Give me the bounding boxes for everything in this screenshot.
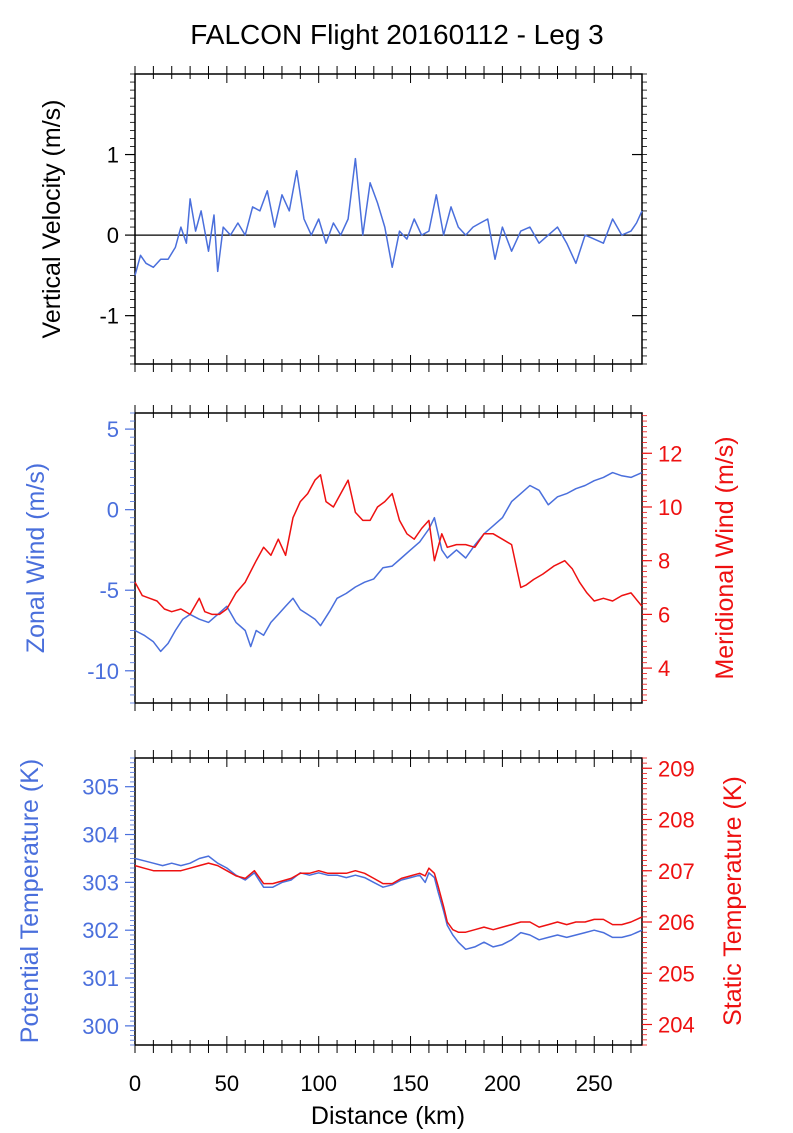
series-line xyxy=(134,862,643,933)
series-group xyxy=(134,471,643,653)
y-tick-label: -1 xyxy=(99,304,119,329)
x-tick-label: 200 xyxy=(484,1071,521,1096)
y-tick-label: 5 xyxy=(107,417,119,442)
y-tick-label: 302 xyxy=(82,918,119,943)
x-tick-label: 250 xyxy=(576,1071,613,1096)
y-tick-label: 204 xyxy=(658,1013,695,1038)
y-axis-label-vertical-velocity: Vertical Velocity (m/s) xyxy=(38,100,66,339)
y-ticks: -10 -5 0 5 4 6 8 10 12 xyxy=(87,412,682,704)
x-tick-label: 50 xyxy=(215,1071,239,1096)
y-axis-label-static-temperature: Static Temperature (K) xyxy=(719,776,747,1026)
series-line xyxy=(134,855,643,951)
y-tick-label: 10 xyxy=(658,495,682,520)
series-group xyxy=(134,855,643,951)
plot-frame xyxy=(134,73,643,365)
plot-frame xyxy=(134,412,643,704)
y-tick-label: 0 xyxy=(107,498,119,523)
series-line xyxy=(134,474,643,616)
y-ticks: 300 301 302 303 304 305 204 205 206 207 208 209 xyxy=(82,756,695,1046)
series-group xyxy=(134,157,643,276)
y-axis-label-zonal-wind: Zonal Wind (m/s) xyxy=(22,463,50,653)
y-tick-label: 8 xyxy=(658,549,670,574)
panel-temperature: 300 301 302 303 304 305 204 205 206 207 208 209 Pot… xyxy=(16,750,747,1053)
y-axis-label-meridional-wind: Meridional Wind (m/s) xyxy=(711,436,739,679)
x-axis-label: Distance (km) xyxy=(311,1102,465,1130)
x-minor-ticks xyxy=(134,66,632,372)
x-tick-label: 0 xyxy=(129,1071,141,1096)
series-line xyxy=(134,157,643,276)
y-tick-label: 208 xyxy=(658,808,695,833)
y-tick-label: 303 xyxy=(82,870,119,895)
y-tick-label: 206 xyxy=(658,910,695,935)
y-tick-label: 205 xyxy=(658,961,695,986)
y-tick-label: 6 xyxy=(658,602,670,627)
figure-title: FALCON Flight 20160112 - Leg 3 xyxy=(190,19,604,50)
y-tick-label: 1 xyxy=(107,143,119,168)
panel-wind: -10 -5 0 5 4 6 8 10 12 Zonal Wind (m/s) Meridion… xyxy=(22,405,739,711)
y-tick-label: 0 xyxy=(107,223,119,248)
y-axis-label-potential-temperature: Potential Temperature (K) xyxy=(16,759,44,1043)
x-minor-ticks xyxy=(134,405,632,711)
x-minor-ticks xyxy=(134,750,632,1053)
x-tick-label: 150 xyxy=(392,1071,429,1096)
y-tick-label: 207 xyxy=(658,859,695,884)
y-tick-label: 4 xyxy=(658,656,670,681)
y-tick-label: 304 xyxy=(82,823,119,848)
y-tick-label: 209 xyxy=(658,756,695,781)
y-tick-label: 12 xyxy=(658,441,682,466)
x-tick-labels: 0 50 100 150 200 250 xyxy=(129,1071,613,1096)
y-ticks: -1 0 1 xyxy=(99,73,647,365)
y-tick-label: 301 xyxy=(82,966,119,991)
x-tick-label: 100 xyxy=(300,1071,337,1096)
y-tick-label: 305 xyxy=(82,775,119,800)
y-tick-label: -10 xyxy=(87,659,119,684)
plot-frame xyxy=(134,757,643,1046)
panel-vertical-velocity: -1 0 1 Vertical Velocity (m/s) xyxy=(38,66,647,372)
y-tick-label: -5 xyxy=(99,578,119,603)
y-tick-label: 300 xyxy=(82,1014,119,1039)
